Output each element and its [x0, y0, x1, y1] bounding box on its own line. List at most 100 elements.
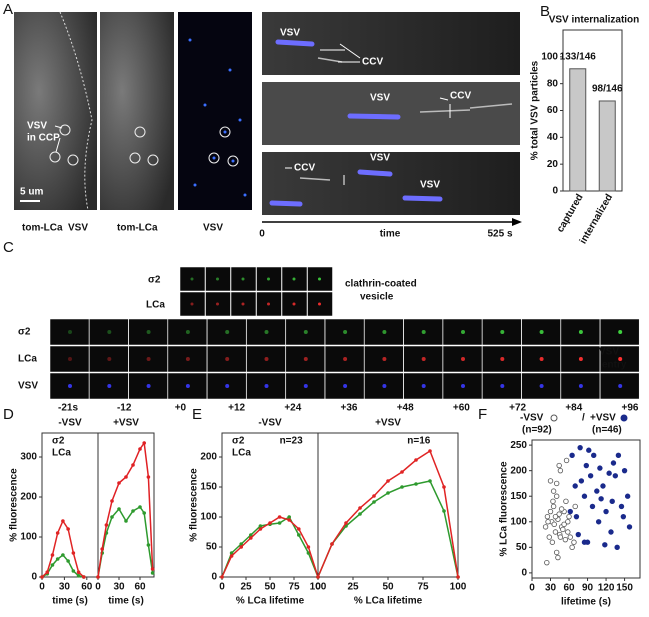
image-tile — [89, 345, 129, 373]
chart-title: VSV internalization — [549, 15, 640, 26]
image-tile — [403, 318, 443, 346]
image-spot — [343, 357, 348, 361]
marker — [344, 521, 348, 525]
y-axis-label: % LCa fluorescence — [499, 461, 510, 556]
marker — [76, 574, 81, 578]
x-tick-label: 90 — [582, 583, 594, 594]
kymograph-label: CCV — [450, 91, 471, 102]
y-tick-label: 150 — [200, 482, 217, 493]
marker — [138, 447, 142, 451]
image-spot — [107, 357, 112, 361]
plot-frame — [317, 432, 459, 578]
marker — [386, 479, 390, 483]
time-label: +12 — [228, 403, 245, 414]
point — [562, 536, 569, 543]
legend-marker — [550, 414, 558, 422]
point — [578, 478, 585, 484]
row-label: LCa — [146, 300, 165, 311]
panel-label: D — [3, 406, 14, 423]
caption: clathrin-coated — [345, 279, 417, 290]
image-spot — [421, 357, 426, 361]
point — [546, 534, 552, 540]
panel-label: B — [540, 3, 550, 20]
image-spot — [382, 384, 387, 388]
image-spot — [578, 330, 583, 334]
point — [594, 488, 600, 494]
image-spot — [241, 277, 245, 281]
marker — [287, 515, 292, 519]
point — [603, 508, 609, 515]
marker — [306, 545, 311, 549]
marker — [124, 475, 128, 479]
image-spot — [267, 277, 270, 281]
point — [614, 544, 620, 551]
kymograph-label: VSV — [370, 93, 390, 104]
x-tick-label: 50 — [264, 582, 276, 593]
marker — [258, 524, 263, 528]
x-tick-label: 60 — [563, 583, 575, 594]
y-tick-label: 40 — [547, 132, 559, 143]
image-spot — [303, 357, 308, 361]
point — [600, 483, 606, 489]
image-spot — [216, 302, 219, 306]
point — [598, 496, 604, 502]
y-tick-label: 80 — [547, 78, 559, 89]
marker — [239, 542, 243, 546]
point — [544, 559, 550, 566]
image-spot — [264, 357, 269, 361]
point — [553, 493, 560, 499]
image-label: tom-LCa — [117, 223, 158, 234]
point — [550, 498, 556, 505]
line — [317, 480, 459, 578]
chart-title: -VSV — [58, 418, 82, 429]
annotation: n=16 — [407, 436, 431, 447]
marker — [142, 441, 146, 445]
point — [550, 503, 557, 510]
x-tick-label: 30 — [59, 582, 71, 593]
kymograph-label: CCV — [294, 163, 315, 174]
image-spot — [216, 277, 219, 281]
legend-marker — [620, 414, 628, 422]
image-spot — [185, 330, 190, 334]
point — [591, 452, 597, 459]
marker — [372, 494, 376, 498]
point — [606, 470, 612, 476]
marker — [142, 511, 146, 515]
point — [609, 498, 615, 505]
image-spot — [618, 357, 623, 361]
point — [558, 506, 565, 512]
marker — [66, 559, 70, 563]
marker — [330, 542, 334, 546]
y-axis-label: % total VSV particles — [530, 60, 541, 160]
line — [97, 506, 154, 578]
point — [557, 467, 564, 474]
time-label: 0 — [259, 229, 265, 240]
point — [583, 462, 590, 469]
y-tick-label: 150 — [510, 491, 527, 502]
image-spot — [500, 384, 505, 388]
marker — [277, 521, 282, 525]
image-spot — [303, 384, 308, 388]
image-spot — [500, 357, 505, 361]
time-label: -12 — [117, 403, 132, 414]
point — [581, 493, 588, 499]
point — [571, 539, 577, 545]
marker — [55, 531, 60, 535]
point — [563, 498, 569, 505]
image-spot — [241, 302, 245, 306]
y-tick-label: 200 — [200, 452, 217, 463]
marker — [220, 575, 224, 579]
marker — [249, 536, 253, 540]
image-spot — [382, 357, 387, 361]
marker — [358, 506, 362, 510]
image-tile — [89, 318, 129, 346]
marker — [400, 470, 404, 474]
chart-title: +VSV — [113, 418, 139, 429]
x-tick-label: 0 — [219, 582, 225, 593]
marker — [82, 575, 86, 579]
point — [569, 452, 575, 459]
point — [551, 521, 557, 528]
legend-count: (n=92) — [522, 425, 552, 436]
x-tick-label: 100 — [310, 582, 327, 593]
